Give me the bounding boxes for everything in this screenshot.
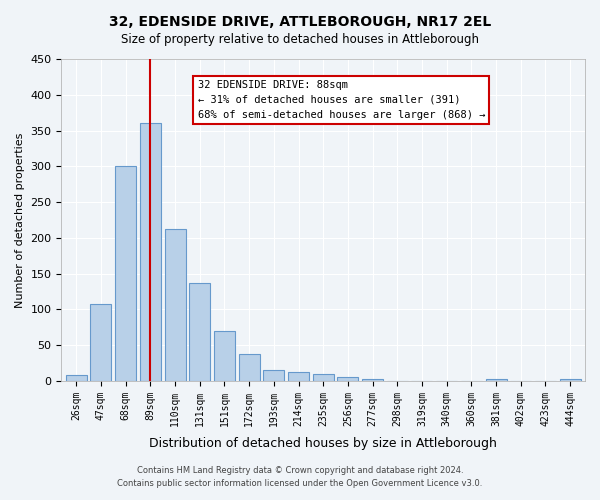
Bar — [91, 304, 112, 381]
Bar — [239, 354, 260, 381]
Text: Size of property relative to detached houses in Attleborough: Size of property relative to detached ho… — [121, 32, 479, 46]
Bar — [189, 283, 210, 381]
Bar — [263, 370, 284, 381]
Bar — [337, 378, 358, 381]
Text: 32 EDENSIDE DRIVE: 88sqm
← 31% of detached houses are smaller (391)
68% of semi-: 32 EDENSIDE DRIVE: 88sqm ← 31% of detach… — [197, 80, 485, 120]
Bar — [362, 379, 383, 381]
Bar — [485, 379, 506, 381]
Bar — [560, 379, 581, 381]
Y-axis label: Number of detached properties: Number of detached properties — [15, 132, 25, 308]
Text: 32, EDENSIDE DRIVE, ATTLEBOROUGH, NR17 2EL: 32, EDENSIDE DRIVE, ATTLEBOROUGH, NR17 2… — [109, 15, 491, 29]
Bar — [313, 374, 334, 381]
Bar — [66, 375, 87, 381]
Bar — [288, 372, 309, 381]
Bar — [214, 331, 235, 381]
Bar — [140, 124, 161, 381]
Bar — [164, 228, 185, 381]
Text: Contains HM Land Registry data © Crown copyright and database right 2024.
Contai: Contains HM Land Registry data © Crown c… — [118, 466, 482, 487]
X-axis label: Distribution of detached houses by size in Attleborough: Distribution of detached houses by size … — [149, 437, 497, 450]
Bar — [115, 166, 136, 381]
